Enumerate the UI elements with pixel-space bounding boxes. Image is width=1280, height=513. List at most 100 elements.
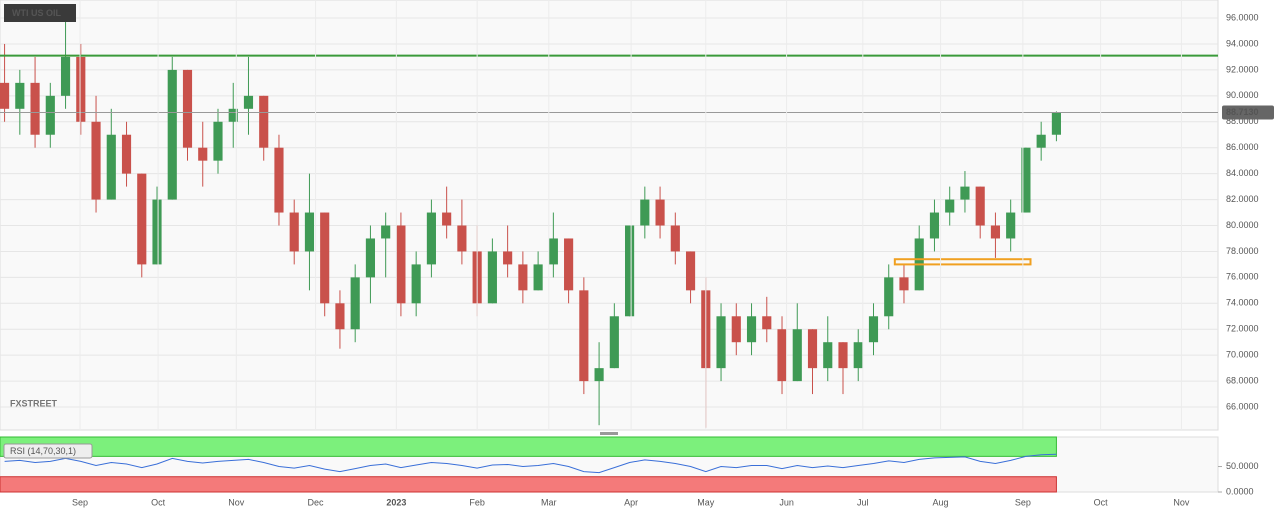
candle-body <box>45 95 55 135</box>
candle-body <box>670 225 680 252</box>
x-tick-label: Jul <box>857 497 869 507</box>
x-tick-label: Aug <box>933 497 949 507</box>
candle-body <box>975 186 985 226</box>
y-tick-label: 84.0000 <box>1226 168 1259 178</box>
candle-body <box>838 342 848 369</box>
y-tick-label: 66.0000 <box>1226 401 1259 411</box>
last-price-tag <box>1222 105 1274 120</box>
candle-body <box>899 277 909 291</box>
y-tick-label: 70.0000 <box>1226 350 1259 360</box>
x-tick-label: Nov <box>228 497 245 507</box>
candle-body <box>320 212 330 304</box>
x-tick-label: May <box>697 497 715 507</box>
y-tick-label: 74.0000 <box>1226 298 1259 308</box>
candle-body <box>731 316 741 343</box>
y-tick-label: 78.0000 <box>1226 246 1259 256</box>
candle-body <box>746 316 757 343</box>
candle-body <box>640 199 650 226</box>
candle-body <box>152 199 162 265</box>
candle-body <box>30 82 40 135</box>
x-tick-label: Feb <box>469 497 485 507</box>
x-tick-label: Nov <box>1173 497 1190 507</box>
y-tick-label: 80.0000 <box>1226 220 1259 230</box>
candle-body <box>167 69 177 200</box>
candle-body <box>411 264 421 304</box>
title: WTI US OIL <box>12 8 61 18</box>
candle-body <box>579 290 589 382</box>
candle-body <box>777 329 787 382</box>
rsi-label-box <box>3 443 93 459</box>
candle-body <box>274 147 284 213</box>
candle-body <box>655 199 665 226</box>
main-plot <box>0 0 1219 431</box>
x-tick-label: Apr <box>624 497 638 507</box>
candle-body <box>685 251 696 291</box>
candle-body <box>396 225 406 304</box>
candle-body <box>106 134 116 200</box>
candle-body <box>807 329 818 369</box>
panel-divider <box>600 432 618 435</box>
y-tick-label: 96.0000 <box>1226 12 1259 22</box>
y-tick-label: 86.0000 <box>1226 142 1259 152</box>
candle-body <box>868 316 879 343</box>
candle-body <box>213 121 223 161</box>
candle-body <box>350 277 360 330</box>
candle-body <box>121 134 132 174</box>
y-tick-label: 92.0000 <box>1226 64 1259 74</box>
candle-body <box>762 316 772 330</box>
y-tick-label: 72.0000 <box>1226 324 1259 334</box>
candle-body <box>289 212 299 252</box>
x-tick-label: Sep <box>72 497 88 507</box>
candle-body <box>503 251 513 265</box>
candle-body <box>716 316 726 369</box>
rsi-line <box>4 453 1057 474</box>
candle-body <box>137 173 147 265</box>
candle-body <box>487 251 497 304</box>
rsi-label: RSI (14,70,30,1) <box>10 446 76 456</box>
candle-body <box>548 238 558 265</box>
y-tick-label: 0.0000 <box>1226 486 1254 496</box>
candle-body <box>457 225 467 252</box>
candle-body <box>564 238 574 291</box>
candle-body <box>335 303 345 330</box>
x-tick-label: Jun <box>779 497 794 507</box>
candle-body <box>533 264 543 291</box>
y-tick-label: 68.0000 <box>1226 375 1259 385</box>
candle-body <box>304 212 315 252</box>
x-tick-label: Mar <box>541 497 557 507</box>
candle-body <box>1021 147 1031 213</box>
overbought-band <box>0 436 1057 457</box>
candle-body <box>259 95 269 148</box>
x-tick-label: Sep <box>1015 497 1031 507</box>
y-tick-label: 50.0000 <box>1226 461 1259 471</box>
candle-body <box>228 108 238 122</box>
candle-body <box>853 342 863 369</box>
candle-body <box>198 147 208 161</box>
candle-body <box>823 342 833 369</box>
candle-body <box>960 186 970 200</box>
candle-body <box>0 82 10 109</box>
title-box <box>4 4 76 22</box>
candle-body <box>1036 134 1046 148</box>
y-tick-label: 82.0000 <box>1226 194 1259 204</box>
candle-body <box>1051 112 1061 135</box>
candle-body <box>381 225 391 239</box>
candle-body <box>945 199 955 213</box>
x-tick-label: Dec <box>308 497 325 507</box>
y-tick-label: 94.0000 <box>1226 38 1259 48</box>
y-tick-label: 76.0000 <box>1226 272 1259 282</box>
x-tick-label: Oct <box>151 497 166 507</box>
y-tick-label: 90.0000 <box>1226 90 1259 100</box>
candle-body <box>91 121 101 200</box>
candle-body <box>76 56 86 122</box>
candle-body <box>625 225 635 317</box>
candle-body <box>15 82 25 109</box>
candle-body <box>929 212 940 239</box>
y-tick-label: 88.0000 <box>1226 116 1259 126</box>
support-zone <box>893 258 1032 266</box>
candle-body <box>182 69 193 148</box>
candle-body <box>365 238 376 278</box>
watermark: FXSTREET <box>10 398 58 408</box>
candle-body <box>990 225 1001 239</box>
